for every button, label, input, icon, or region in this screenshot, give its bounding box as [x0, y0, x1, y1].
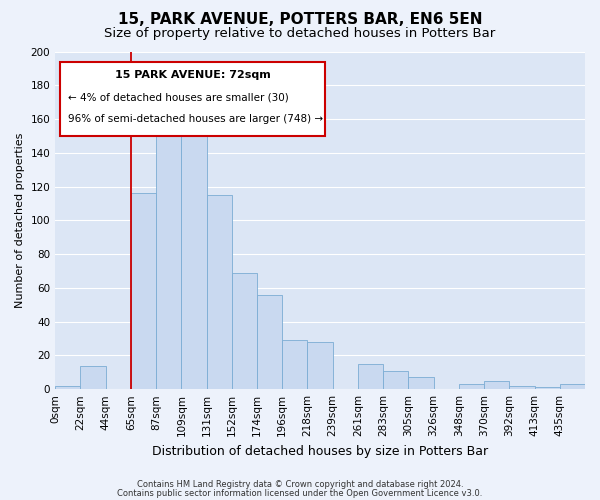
Bar	[409, 378, 434, 389]
Bar	[181, 128, 206, 389]
Text: 96% of semi-detached houses are larger (748) →: 96% of semi-detached houses are larger (…	[68, 114, 323, 124]
Text: Contains HM Land Registry data © Crown copyright and database right 2024.: Contains HM Land Registry data © Crown c…	[137, 480, 463, 489]
Bar	[206, 195, 232, 389]
Bar	[282, 340, 307, 389]
Bar	[358, 364, 383, 389]
X-axis label: Distribution of detached houses by size in Potters Bar: Distribution of detached houses by size …	[152, 444, 488, 458]
Bar	[232, 272, 257, 389]
Bar	[307, 342, 332, 389]
FancyBboxPatch shape	[61, 62, 325, 136]
Bar	[80, 366, 106, 389]
Bar	[459, 384, 484, 389]
Bar	[383, 370, 409, 389]
Bar	[131, 194, 156, 389]
Text: Size of property relative to detached houses in Potters Bar: Size of property relative to detached ho…	[104, 28, 496, 40]
Text: Contains public sector information licensed under the Open Government Licence v3: Contains public sector information licen…	[118, 489, 482, 498]
Bar	[55, 386, 80, 389]
Bar	[509, 386, 535, 389]
Text: 15, PARK AVENUE, POTTERS BAR, EN6 5EN: 15, PARK AVENUE, POTTERS BAR, EN6 5EN	[118, 12, 482, 28]
Bar	[156, 128, 181, 389]
Bar	[257, 294, 282, 389]
Bar	[484, 380, 509, 389]
Bar	[535, 388, 560, 389]
Text: ← 4% of detached houses are smaller (30): ← 4% of detached houses are smaller (30)	[68, 92, 289, 102]
Text: 15 PARK AVENUE: 72sqm: 15 PARK AVENUE: 72sqm	[115, 70, 271, 80]
Bar	[560, 384, 585, 389]
Y-axis label: Number of detached properties: Number of detached properties	[15, 132, 25, 308]
